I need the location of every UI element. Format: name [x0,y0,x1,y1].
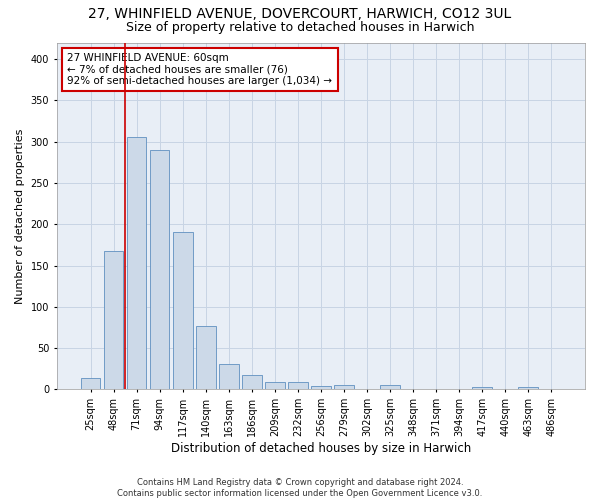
Text: Size of property relative to detached houses in Harwich: Size of property relative to detached ho… [126,21,474,34]
Text: Contains HM Land Registry data © Crown copyright and database right 2024.
Contai: Contains HM Land Registry data © Crown c… [118,478,482,498]
Bar [311,386,331,390]
Bar [288,382,308,390]
Bar [334,386,354,390]
Bar [81,378,100,390]
Bar [127,138,146,390]
Bar [518,387,538,390]
Bar [150,150,169,390]
X-axis label: Distribution of detached houses by size in Harwich: Distribution of detached houses by size … [171,442,471,455]
Bar [472,387,492,390]
Bar [196,326,215,390]
Bar [380,386,400,390]
Text: 27, WHINFIELD AVENUE, DOVERCOURT, HARWICH, CO12 3UL: 27, WHINFIELD AVENUE, DOVERCOURT, HARWIC… [88,8,512,22]
Bar [265,382,284,390]
Bar [219,364,239,390]
Y-axis label: Number of detached properties: Number of detached properties [15,128,25,304]
Bar [173,232,193,390]
Text: 27 WHINFIELD AVENUE: 60sqm
← 7% of detached houses are smaller (76)
92% of semi-: 27 WHINFIELD AVENUE: 60sqm ← 7% of detac… [67,53,332,86]
Bar [242,374,262,390]
Bar [104,252,124,390]
